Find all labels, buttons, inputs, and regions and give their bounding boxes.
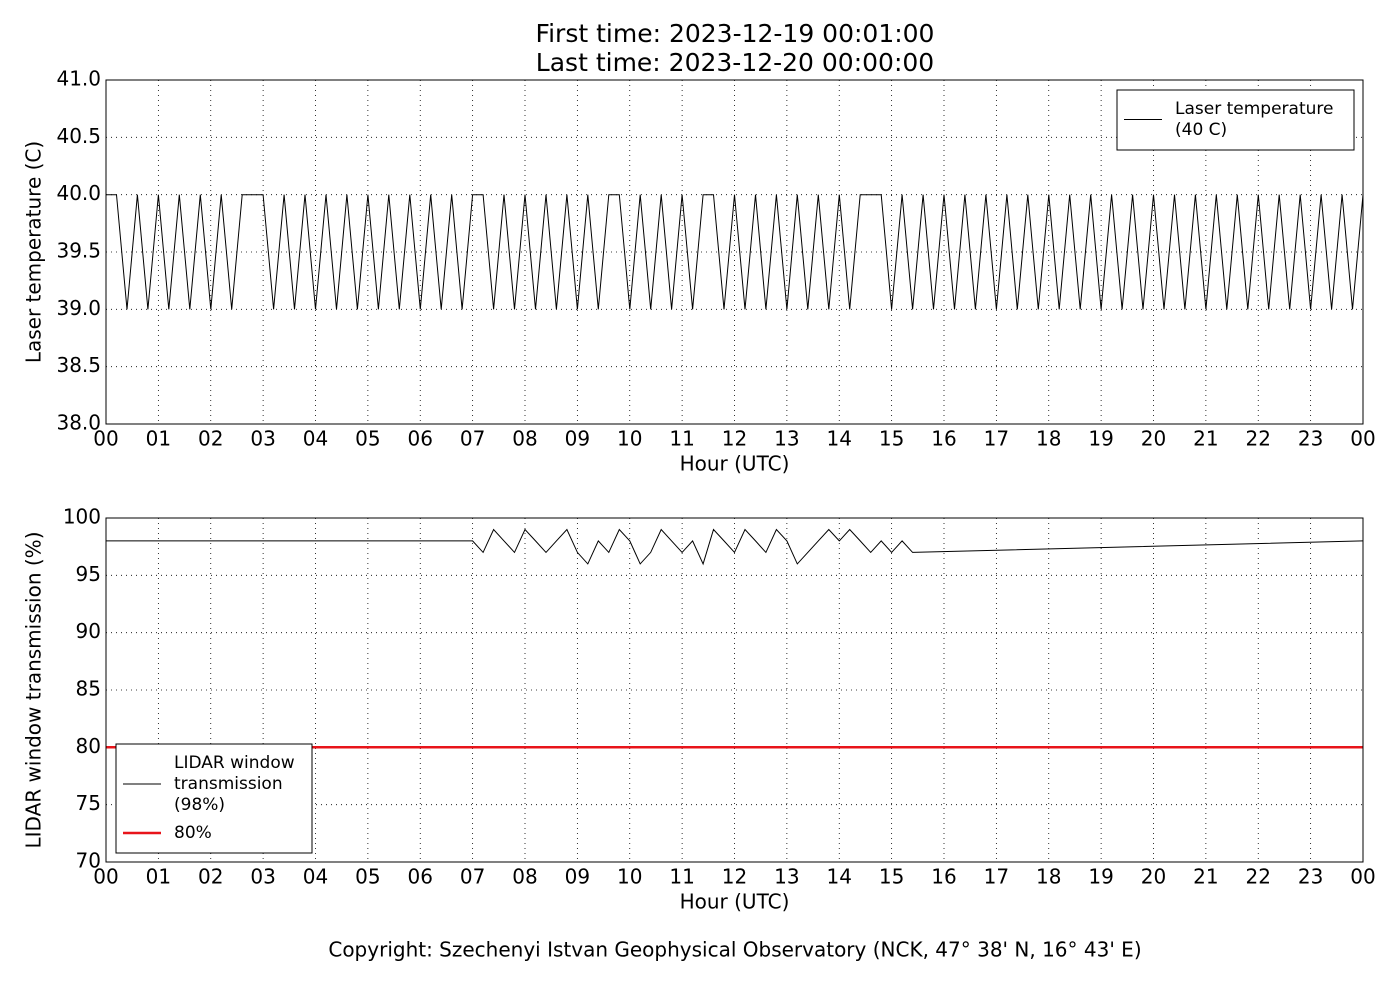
x-tick-label: 04 <box>303 427 328 451</box>
x-tick-label: 18 <box>1036 865 1061 889</box>
y-tick-label: 95 <box>76 562 101 586</box>
x-tick-label: 02 <box>198 865 223 889</box>
x-tick-label: 10 <box>617 427 642 451</box>
x-tick-label: 00 <box>1350 865 1375 889</box>
x-tick-label: 16 <box>931 427 956 451</box>
y-tick-label: 41.0 <box>56 67 101 91</box>
legend-label: 80% <box>174 823 212 843</box>
y-tick-label: 40.5 <box>56 124 101 148</box>
data-line <box>106 528 1364 566</box>
x-tick-label: 03 <box>250 427 275 451</box>
plot-frame <box>105 79 1364 425</box>
footer: Copyright: Szechenyi Istvan Geophysical … <box>328 938 1141 962</box>
y-axis-label: LIDAR window transmission (%) <box>22 532 46 849</box>
x-tick-label: 05 <box>355 427 380 451</box>
x-tick-label: 21 <box>1193 865 1218 889</box>
x-tick-label: 17 <box>984 427 1009 451</box>
y-axis-label: Laser temperature (C) <box>22 141 46 363</box>
x-tick-label: 01 <box>146 427 171 451</box>
x-tick-label: 17 <box>984 865 1009 889</box>
x-tick-label: 01 <box>146 865 171 889</box>
x-tick-label: 07 <box>460 865 485 889</box>
x-tick-label: 11 <box>669 865 694 889</box>
x-tick-label: 00 <box>93 865 118 889</box>
legend-label: (40 C) <box>1175 120 1227 140</box>
x-tick-label: 19 <box>1088 427 1113 451</box>
x-tick-label: 04 <box>303 865 328 889</box>
x-tick-label: 00 <box>93 427 118 451</box>
legend-label: transmission <box>174 774 283 794</box>
y-tick-label: 80 <box>76 734 101 758</box>
x-tick-label: 12 <box>722 865 747 889</box>
chart-title: Last time: 2023-12-20 00:00:00 <box>536 48 934 77</box>
x-tick-label: 09 <box>565 865 590 889</box>
x-tick-label: 08 <box>512 427 537 451</box>
x-tick-label: 14 <box>827 427 852 451</box>
x-tick-label: 12 <box>722 427 747 451</box>
y-tick-label: 39.0 <box>56 296 101 320</box>
x-tick-label: 20 <box>1141 427 1166 451</box>
x-tick-label: 06 <box>408 427 433 451</box>
x-tick-label: 18 <box>1036 427 1061 451</box>
x-tick-label: 09 <box>565 427 590 451</box>
y-tick-label: 38.5 <box>56 353 101 377</box>
y-tick-label: 70 <box>76 849 101 873</box>
x-tick-label: 20 <box>1141 865 1166 889</box>
y-tick-label: 38.0 <box>56 411 101 435</box>
plot-frame <box>105 517 1364 863</box>
x-tick-label: 10 <box>617 865 642 889</box>
y-tick-label: 100 <box>63 505 101 529</box>
x-tick-label: 23 <box>1298 427 1323 451</box>
legend-label: LIDAR window <box>174 753 295 773</box>
x-tick-label: 08 <box>512 865 537 889</box>
y-tick-label: 75 <box>76 791 101 815</box>
x-tick-label: 15 <box>879 427 904 451</box>
x-tick-label: 21 <box>1193 427 1218 451</box>
x-tick-label: 23 <box>1298 865 1323 889</box>
x-axis-label: Hour (UTC) <box>680 452 790 476</box>
y-tick-label: 85 <box>76 677 101 701</box>
x-tick-label: 13 <box>774 427 799 451</box>
legend-box <box>115 743 313 854</box>
x-tick-label: 16 <box>931 865 956 889</box>
x-tick-label: 02 <box>198 427 223 451</box>
legend-label: (98%) <box>174 795 225 815</box>
x-tick-label: 22 <box>1246 427 1271 451</box>
x-axis-label: Hour (UTC) <box>680 890 790 914</box>
x-tick-label: 03 <box>250 865 275 889</box>
data-line <box>106 194 1364 310</box>
chart-title: First time: 2023-12-19 00:01:00 <box>536 19 935 48</box>
x-tick-label: 13 <box>774 865 799 889</box>
x-tick-label: 22 <box>1246 865 1271 889</box>
x-tick-label: 06 <box>408 865 433 889</box>
x-tick-label: 00 <box>1350 427 1375 451</box>
x-tick-label: 19 <box>1088 865 1113 889</box>
y-tick-label: 40.0 <box>56 181 101 205</box>
legend-label: Laser temperature <box>1175 99 1333 119</box>
y-tick-label: 39.5 <box>56 239 101 263</box>
x-tick-label: 07 <box>460 427 485 451</box>
y-tick-label: 90 <box>76 619 101 643</box>
x-tick-label: 14 <box>827 865 852 889</box>
x-tick-label: 11 <box>669 427 694 451</box>
x-tick-label: 05 <box>355 865 380 889</box>
x-tick-label: 15 <box>879 865 904 889</box>
